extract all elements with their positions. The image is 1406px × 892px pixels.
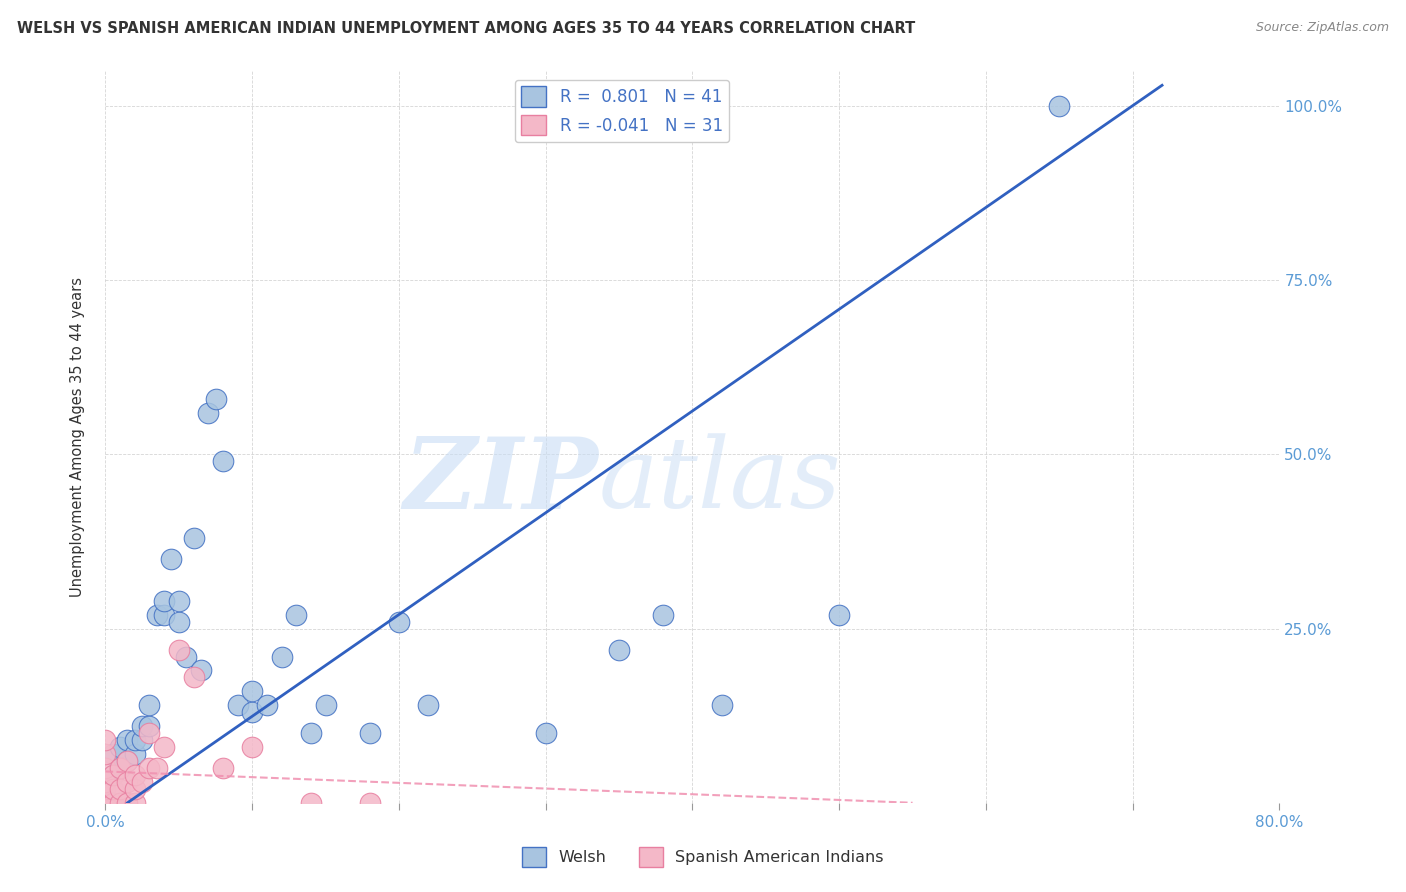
Point [204, 392, 226, 406]
Point [153, 594, 176, 608]
Point [211, 761, 233, 775]
Point [652, 607, 675, 622]
Point [117, 775, 139, 789]
Point [315, 698, 337, 713]
Point [153, 607, 176, 622]
Point [174, 649, 197, 664]
Point [183, 670, 205, 684]
Point [94, 761, 117, 775]
Text: ZIP: ZIP [404, 433, 599, 529]
Point [211, 454, 233, 468]
Point [94, 747, 117, 761]
Point [138, 726, 160, 740]
Point [285, 607, 308, 622]
Point [131, 733, 153, 747]
Point [418, 698, 440, 713]
Point [359, 796, 381, 810]
Point [388, 615, 411, 629]
Point [124, 796, 146, 810]
Point [117, 796, 139, 810]
Point [256, 698, 278, 713]
Text: Source: ZipAtlas.com: Source: ZipAtlas.com [1256, 21, 1389, 34]
Text: atlas: atlas [599, 434, 841, 529]
Point [124, 733, 146, 747]
Point [146, 761, 169, 775]
Point [108, 796, 131, 810]
Point [101, 796, 124, 810]
Point [101, 781, 124, 796]
Point [167, 594, 190, 608]
Point [138, 719, 160, 733]
Point [1047, 99, 1070, 113]
Legend: Welsh, Spanish American Indians: Welsh, Spanish American Indians [516, 841, 890, 873]
Point [138, 698, 160, 713]
Point [117, 754, 139, 768]
Point [299, 796, 322, 810]
Point [108, 740, 131, 755]
Y-axis label: Unemployment Among Ages 35 to 44 years: Unemployment Among Ages 35 to 44 years [70, 277, 84, 597]
Point [124, 768, 146, 782]
Point [240, 705, 263, 719]
Point [94, 796, 117, 810]
Point [101, 768, 124, 782]
Point [240, 684, 263, 698]
Point [167, 642, 190, 657]
Point [299, 726, 322, 740]
Point [108, 761, 131, 775]
Point [124, 781, 146, 796]
Point [101, 747, 124, 761]
Point [226, 698, 249, 713]
Point [94, 796, 117, 810]
Point [828, 607, 851, 622]
Point [240, 740, 263, 755]
Point [710, 698, 733, 713]
Point [160, 552, 183, 566]
Point [94, 781, 117, 796]
Point [131, 775, 153, 789]
Point [94, 775, 117, 789]
Point [101, 768, 124, 782]
Text: WELSH VS SPANISH AMERICAN INDIAN UNEMPLOYMENT AMONG AGES 35 TO 44 YEARS CORRELAT: WELSH VS SPANISH AMERICAN INDIAN UNEMPLO… [17, 21, 915, 36]
Point [117, 733, 139, 747]
Point [131, 719, 153, 733]
Point [359, 726, 381, 740]
Point [94, 733, 117, 747]
Point [197, 406, 219, 420]
Point [167, 615, 190, 629]
Point [124, 747, 146, 761]
Point [146, 607, 169, 622]
Legend: R =  0.801   N = 41, R = -0.041   N = 31: R = 0.801 N = 41, R = -0.041 N = 31 [515, 79, 730, 142]
Point [94, 796, 117, 810]
Point [153, 740, 176, 755]
Point [190, 664, 212, 678]
Point [534, 726, 557, 740]
Point [108, 781, 131, 796]
Point [270, 649, 292, 664]
Point [183, 531, 205, 545]
Point [607, 642, 630, 657]
Point [117, 754, 139, 768]
Point [108, 761, 131, 775]
Point [138, 761, 160, 775]
